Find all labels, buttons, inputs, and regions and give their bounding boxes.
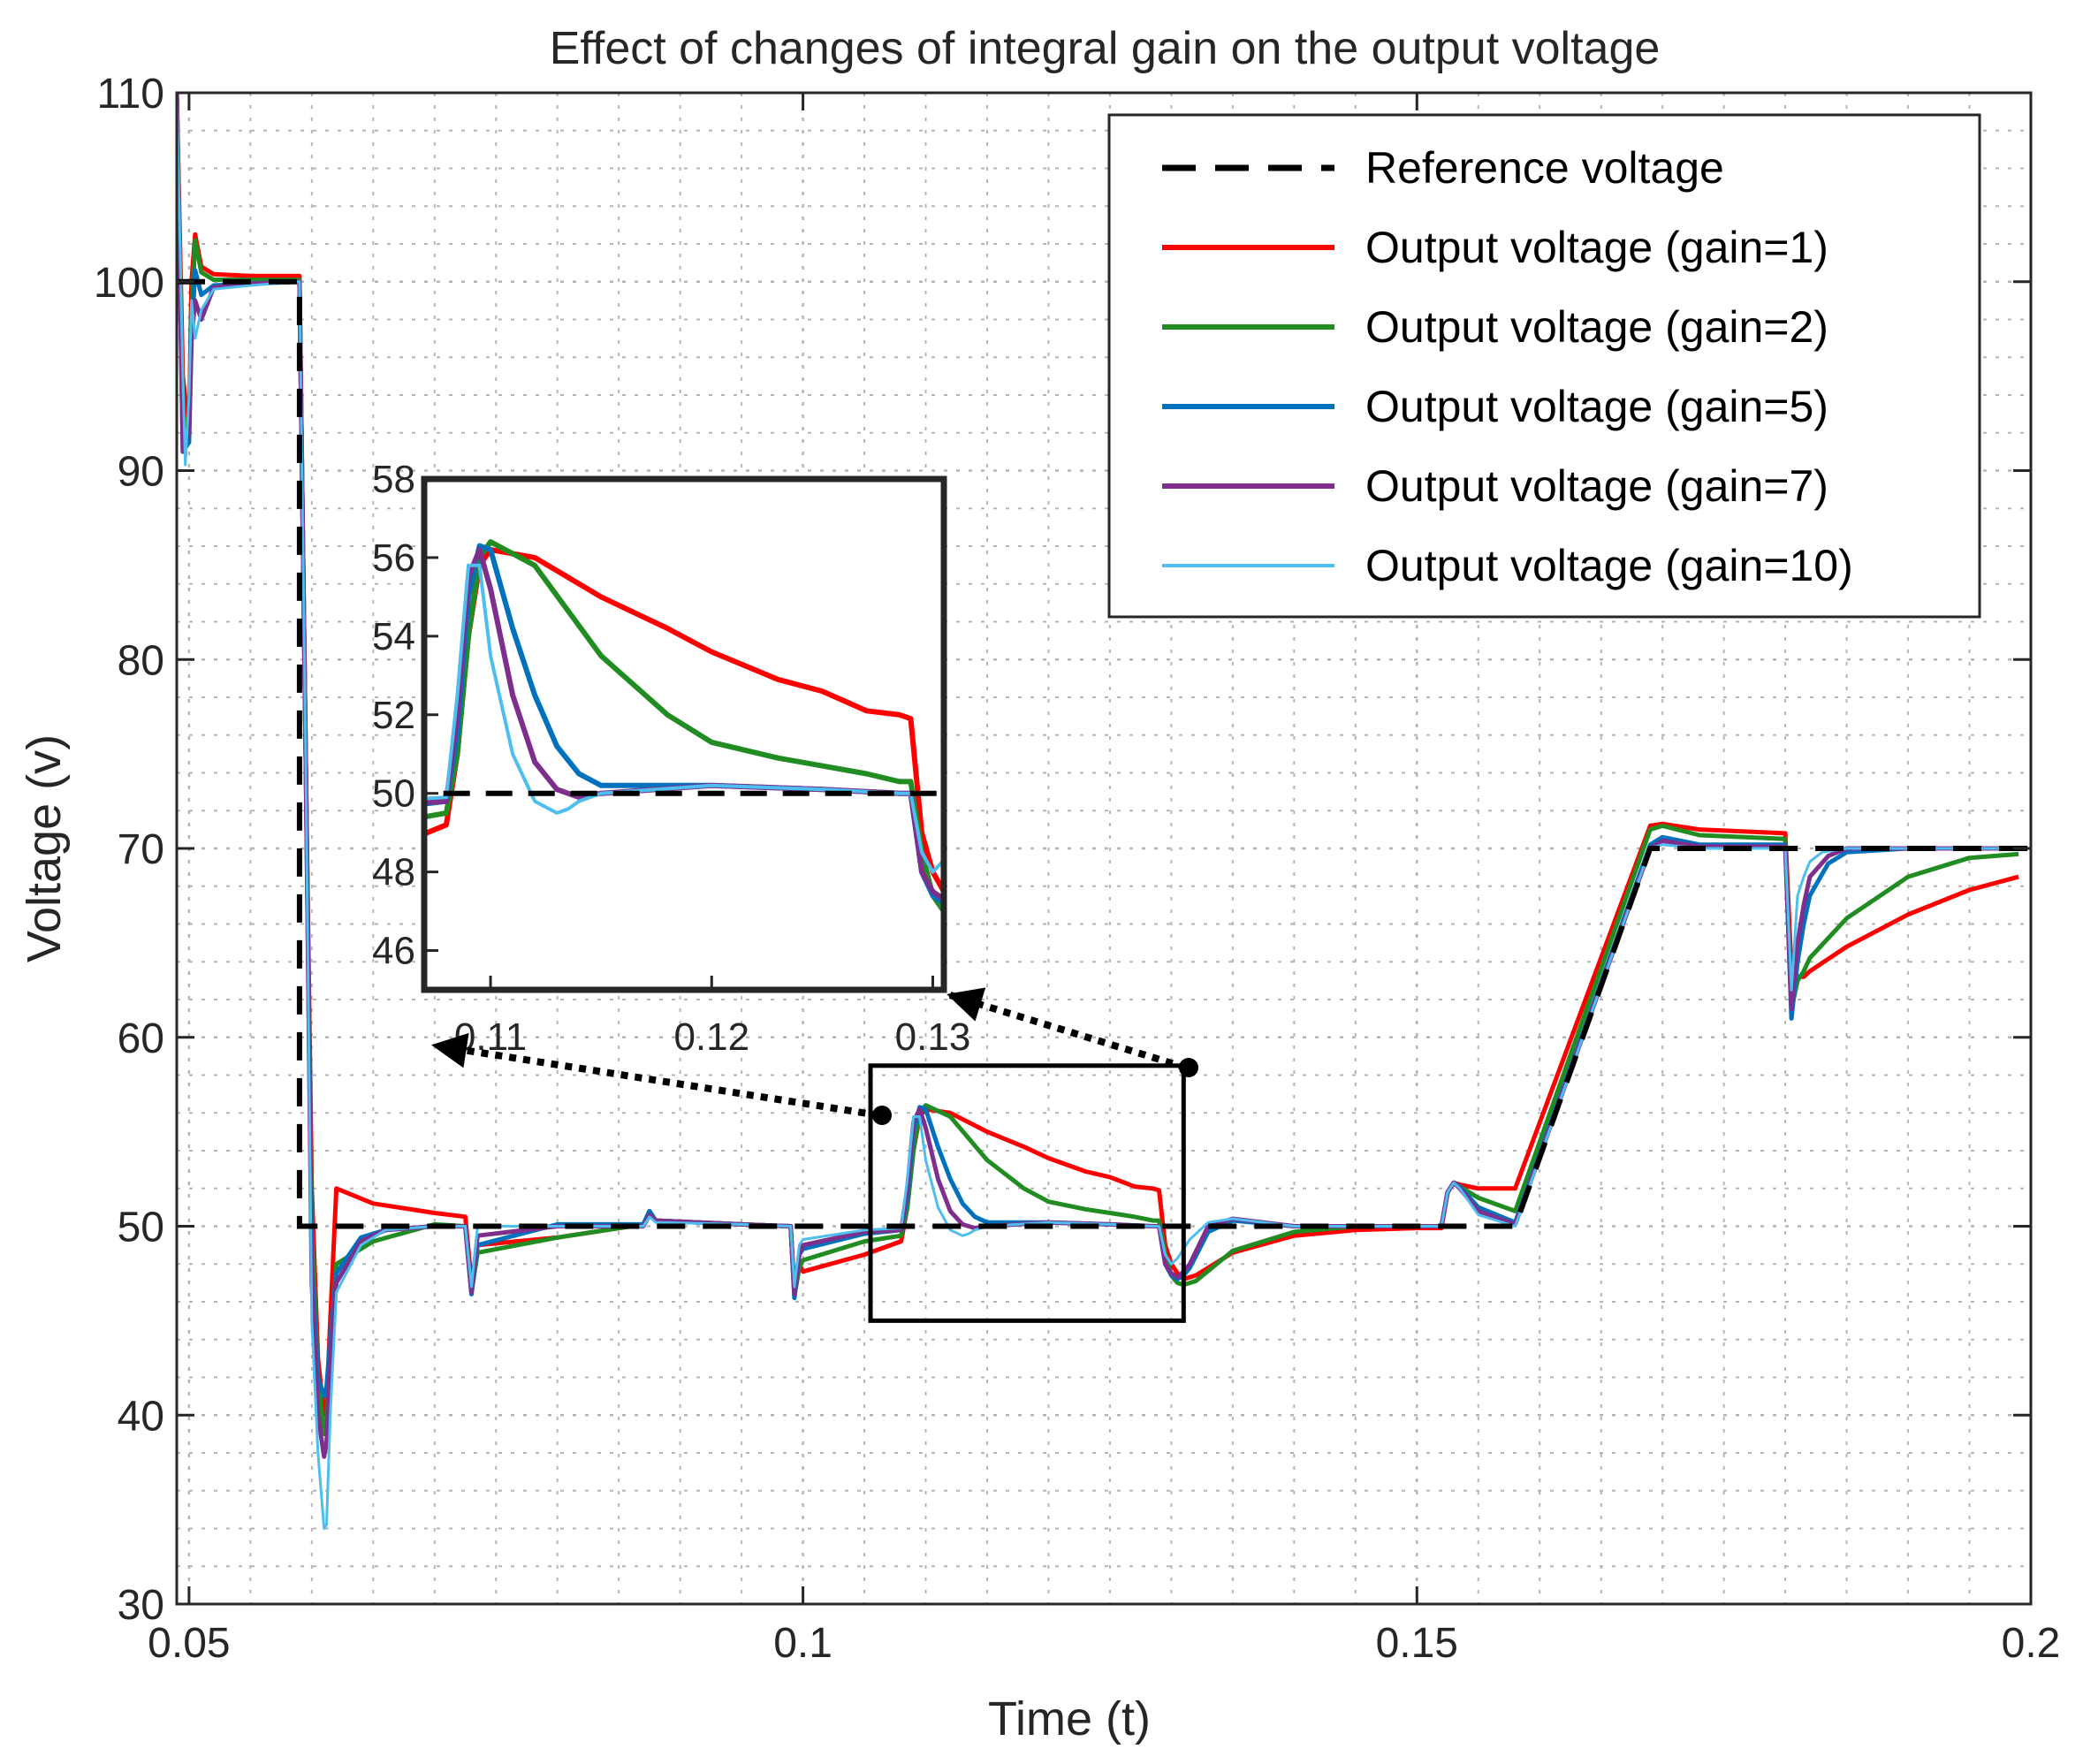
y-tick-label: 40 [118,1393,164,1440]
inset-y-tick-label: 54 [372,615,415,658]
inset-background [424,479,944,990]
x-axis-label: Time (t) [988,1692,1151,1745]
y-tick-label: 90 [118,449,164,496]
inset-x-tick-label: 0.11 [454,1015,527,1059]
reference-line [177,278,2031,1229]
series-line [177,93,2019,1437]
y-tick-label: 30 [118,1582,164,1629]
inset-frame [421,475,947,993]
y-tick-label: 50 [118,1205,164,1251]
chart-title: Effect of changes of integral gain on th… [550,23,1661,74]
inset-y-tick-label: 58 [372,458,415,501]
legend-label: Output voltage (gain=7) [1365,461,1828,511]
inset-series-line [424,543,944,907]
zoom-arrow-right-dot [1179,1058,1198,1077]
inset-lines [424,539,944,915]
main-lines [177,93,2031,1530]
inset-y-tick-label: 52 [372,694,415,737]
y-tick-label: 70 [118,826,164,873]
zoom-arrows [431,987,1198,1125]
zoom-arrow-left [431,1032,880,1119]
inset-plot: 0.11 0.12 0.13 46 48 50 52 54 56 58 [372,458,971,1059]
main-ticks: 0.05 0.1 0.15 0.2 30 40 50 60 70 80 90 100 110 [94,71,2060,1667]
legend: Reference voltage Output voltage (gain=1)… [1107,113,1981,619]
inset-y-tick-label: 50 [372,772,415,816]
inset-series-line [424,547,944,896]
inset-series-line [424,563,944,874]
x-tick-label: 0.15 [1376,1620,1458,1667]
y-tick-label: 80 [118,637,164,684]
inset-reference-line [424,790,944,796]
y-tick-label: 60 [118,1015,164,1062]
series-line [177,93,2019,1530]
legend-box [1107,113,1981,619]
legend-label: Output voltage (gain=5) [1365,382,1828,431]
inset-x-tick-label: 0.13 [895,1015,971,1059]
inset-x-tick-label: 0.12 [673,1015,749,1059]
y-axis-label: Voltage (v) [18,734,71,962]
inset-y-tick-label: 46 [372,930,415,973]
inset-y-tick-label: 48 [372,851,415,894]
x-tick-label: 0.05 [148,1620,230,1667]
legend-label: Output voltage (gain=1) [1365,223,1828,272]
legend-label: Output voltage (gain=10) [1365,541,1853,590]
zoom-region-box [868,1063,1186,1323]
y-tick-label: 110 [96,71,164,118]
inset-series-line [424,539,944,915]
inset-series-line [424,547,944,902]
y-tick-label: 100 [94,260,164,307]
zoom-arrow-left-dot [872,1106,892,1125]
legend-label: Output voltage (gain=2) [1365,302,1828,352]
x-tick-label: 0.2 [2002,1620,2061,1667]
legend-label: Reference voltage [1365,143,1724,193]
inset-y-tick-label: 56 [372,536,415,580]
x-tick-label: 0.1 [773,1620,832,1667]
